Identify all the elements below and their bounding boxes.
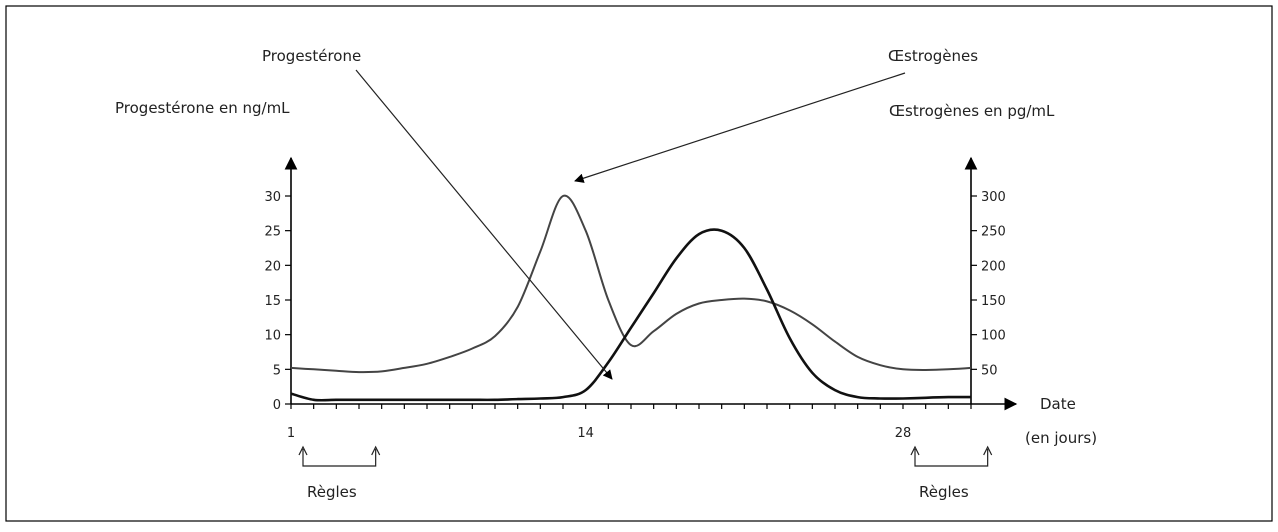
regles-arrowhead xyxy=(983,445,993,456)
regles-arrowhead xyxy=(298,445,308,456)
y-left-tick-label: 0 xyxy=(273,398,281,413)
y-left-tick-label: 20 xyxy=(264,259,281,274)
regles-bracket xyxy=(914,449,989,467)
regles-markers: Règles Règles xyxy=(298,445,993,501)
y-left-tick-label: 5 xyxy=(273,363,281,378)
x-ticks: 1 14 28 xyxy=(287,404,972,441)
y-right-tick-label: 100 xyxy=(981,329,1006,344)
regles-bracket xyxy=(302,449,377,467)
annotation-progesterone-arrow xyxy=(355,69,613,380)
y-left-ticks: 0 5 10 15 20 25 30 xyxy=(264,190,291,413)
x-axis-unit: (en jours) xyxy=(1025,429,1097,447)
y-left-tick-label: 25 xyxy=(264,225,281,240)
y-left-tick-label: 10 xyxy=(264,329,281,344)
figure-border xyxy=(5,5,1273,522)
y-right-ticks: 50 100 150 200 250 300 xyxy=(971,190,1006,378)
y-right-tick-label: 200 xyxy=(981,259,1006,274)
series-line-progesterone xyxy=(290,228,972,402)
x-tick-label: 1 xyxy=(287,426,295,441)
y-left-tick-label: 15 xyxy=(264,294,281,309)
y-right-tick-label: 250 xyxy=(981,225,1006,240)
x-tick-label: 14 xyxy=(577,426,594,441)
y-right-tick-label: 300 xyxy=(981,190,1006,205)
y-right-tick-label: 150 xyxy=(981,294,1006,309)
y-right-axis-label: Œstrogènes en pg/mL xyxy=(889,102,1055,120)
regles-arrowhead xyxy=(371,445,381,456)
y-right-tick-label: 50 xyxy=(981,363,998,378)
regles-label: Règles xyxy=(307,483,357,501)
y-left-tick-label: 30 xyxy=(264,190,281,205)
regles-arrowhead xyxy=(910,445,920,456)
annotation-progesterone: Progestérone xyxy=(262,47,361,65)
x-tick-label: 28 xyxy=(895,426,912,441)
annotation-oestrogenes-arrow xyxy=(574,72,906,183)
regles-label: Règles xyxy=(919,483,969,501)
y-left-axis-label: Progestérone en ng/mL xyxy=(115,99,290,117)
annotation-oestrogenes: Œstrogènes xyxy=(888,47,978,65)
series-line-oestrogenes xyxy=(290,194,972,374)
x-axis-label: Date xyxy=(1040,395,1076,413)
